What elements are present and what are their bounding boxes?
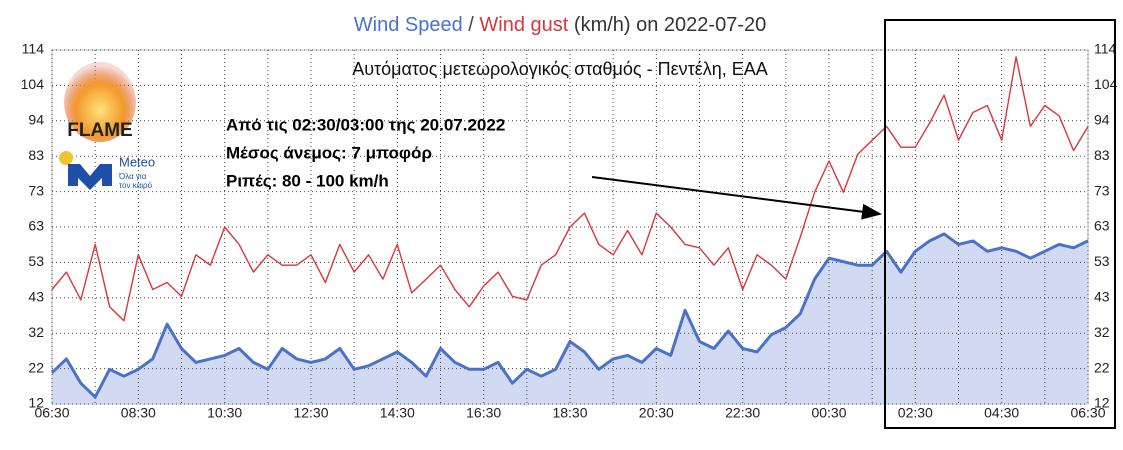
x-tick-label: 16:30 (466, 405, 501, 421)
meteo-logo: Meteo Όλα για τον καιρό (59, 151, 155, 190)
y2-tick-label: 94 (1094, 112, 1110, 128)
series-area (52, 233, 1088, 404)
y-tick-label: 53 (28, 253, 44, 269)
title-suffix: (km/h) on 2022-07-20 (574, 14, 766, 36)
x-tick-label: 10:30 (207, 405, 242, 421)
meteo-mark (68, 164, 112, 190)
title-separator: / (468, 14, 474, 36)
y2-tick-label: 53 (1094, 253, 1110, 269)
y-tick-label: 43 (28, 289, 44, 305)
y2-tick-label: 104 (1094, 76, 1118, 92)
y-tick-label: 73 (28, 182, 44, 198)
chart-subtitle: Αυτόματος μετεωρολογικός σταθμός - Πεντέ… (352, 59, 768, 79)
meteo-tagline: Όλα για (118, 172, 147, 181)
y2-tick-label: 83 (1094, 147, 1110, 163)
y2-tick-label: 12 (1094, 395, 1110, 411)
meteo-text: Meteo (119, 154, 155, 169)
flame-icon (64, 62, 136, 142)
y-tick-label: 94 (28, 112, 44, 128)
y-tick-label: 32 (28, 324, 44, 340)
y2-tick-label: 22 (1094, 359, 1110, 375)
series-line (51, 56, 1089, 322)
x-tick-label: 08:30 (121, 405, 156, 421)
y2-tick-label: 43 (1094, 289, 1110, 305)
y2-tick-label: 114 (1094, 41, 1117, 57)
highlight-box (884, 19, 1116, 429)
annotation-line: Ριπές: 80 - 100 km/h (226, 171, 389, 190)
title-series-name: Wind Speed (354, 14, 463, 36)
x-tick-label: 18:30 (552, 405, 587, 421)
annotation-arrow (591, 176, 882, 220)
x-tick-label: 14:30 (380, 405, 415, 421)
x-tick-label: 04:30 (984, 405, 1019, 421)
x-tick-label: 22:30 (725, 405, 760, 421)
series-line (50, 232, 1089, 399)
y-tick-label: 104 (21, 76, 45, 92)
y2-tick-label: 32 (1094, 324, 1110, 340)
x-tick-label: 06:30 (1070, 405, 1105, 421)
y2-tick-label: 73 (1094, 182, 1110, 198)
meteo-tagline: τον καιρό (119, 181, 153, 190)
x-tick-label: 00:30 (811, 405, 846, 421)
annotation: Από τις 02:30/03:00 της 20.07.2022 Μέσος… (226, 115, 505, 190)
x-tick-label: 12:30 (293, 405, 328, 421)
y2-tick-label: 63 (1094, 218, 1110, 234)
x-tick-label: 20:30 (639, 405, 674, 421)
y-tick-label: 63 (28, 218, 44, 234)
flame-text: FLAME (67, 120, 132, 141)
sun-icon (59, 151, 73, 165)
x-tick-label: 02:30 (898, 405, 933, 421)
y-tick-label: 83 (28, 147, 44, 163)
flame-logo: FLAME (64, 62, 136, 142)
annotation-line: Μέσος άνεμος: 7 μποφόρ (226, 143, 432, 162)
y-tick-label: 12 (28, 395, 44, 411)
title-series-name: Wind gust (479, 14, 568, 36)
y-tick-label: 22 (28, 359, 44, 375)
chart-title: Wind Speed / Wind gust (km/h) on 2022-07… (354, 14, 766, 36)
x-tick-label: 06:30 (34, 405, 69, 421)
annotation-line: Από τις 02:30/03:00 της 20.07.2022 (226, 115, 505, 134)
plot-area: 12 12 22 22 32 32 43 43 53 53 63 63 73 73 83 83 94 94 104 1… (21, 41, 1118, 421)
y-tick-label: 114 (22, 41, 45, 57)
